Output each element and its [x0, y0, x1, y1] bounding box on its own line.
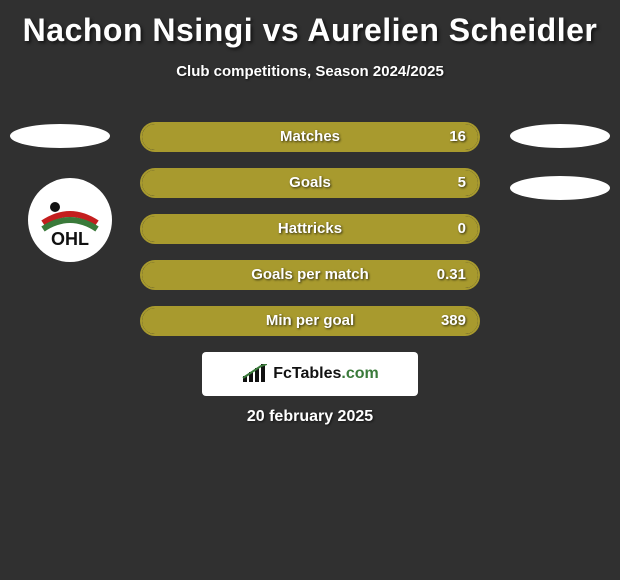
club-logo: OHL [28, 178, 112, 262]
bar-value: 0 [458, 216, 466, 242]
stats-bars: Matches 16 Goals 5 Hattricks 0 Goals per… [140, 122, 480, 352]
page-title: Nachon Nsingi vs Aurelien Scheidler [0, 0, 620, 49]
ohl-logo-icon: OHL [35, 185, 105, 255]
bar-label: Goals [142, 170, 478, 196]
bar-value: 389 [441, 308, 466, 334]
footer-brand[interactable]: FcTables.com [202, 352, 418, 396]
bar-min-per-goal: Min per goal 389 [140, 306, 480, 336]
page-subtitle: Club competitions, Season 2024/2025 [0, 63, 620, 80]
bar-label: Matches [142, 124, 478, 150]
bar-value: 16 [449, 124, 466, 150]
bar-label: Min per goal [142, 308, 478, 334]
date-text: 20 february 2025 [0, 408, 620, 426]
player-right-placeholder-2 [510, 176, 610, 200]
bar-value: 0.31 [437, 262, 466, 288]
player-left-placeholder [10, 124, 110, 148]
player-right-placeholder-1 [510, 124, 610, 148]
bar-label: Hattricks [142, 216, 478, 242]
bar-hattricks: Hattricks 0 [140, 214, 480, 244]
bar-chart-icon [241, 364, 267, 384]
svg-text:OHL: OHL [51, 229, 89, 249]
bar-goals-per-match: Goals per match 0.31 [140, 260, 480, 290]
bar-value: 5 [458, 170, 466, 196]
bar-label: Goals per match [142, 262, 478, 288]
bar-goals: Goals 5 [140, 168, 480, 198]
footer-text: FcTables.com [273, 365, 379, 383]
bar-matches: Matches 16 [140, 122, 480, 152]
